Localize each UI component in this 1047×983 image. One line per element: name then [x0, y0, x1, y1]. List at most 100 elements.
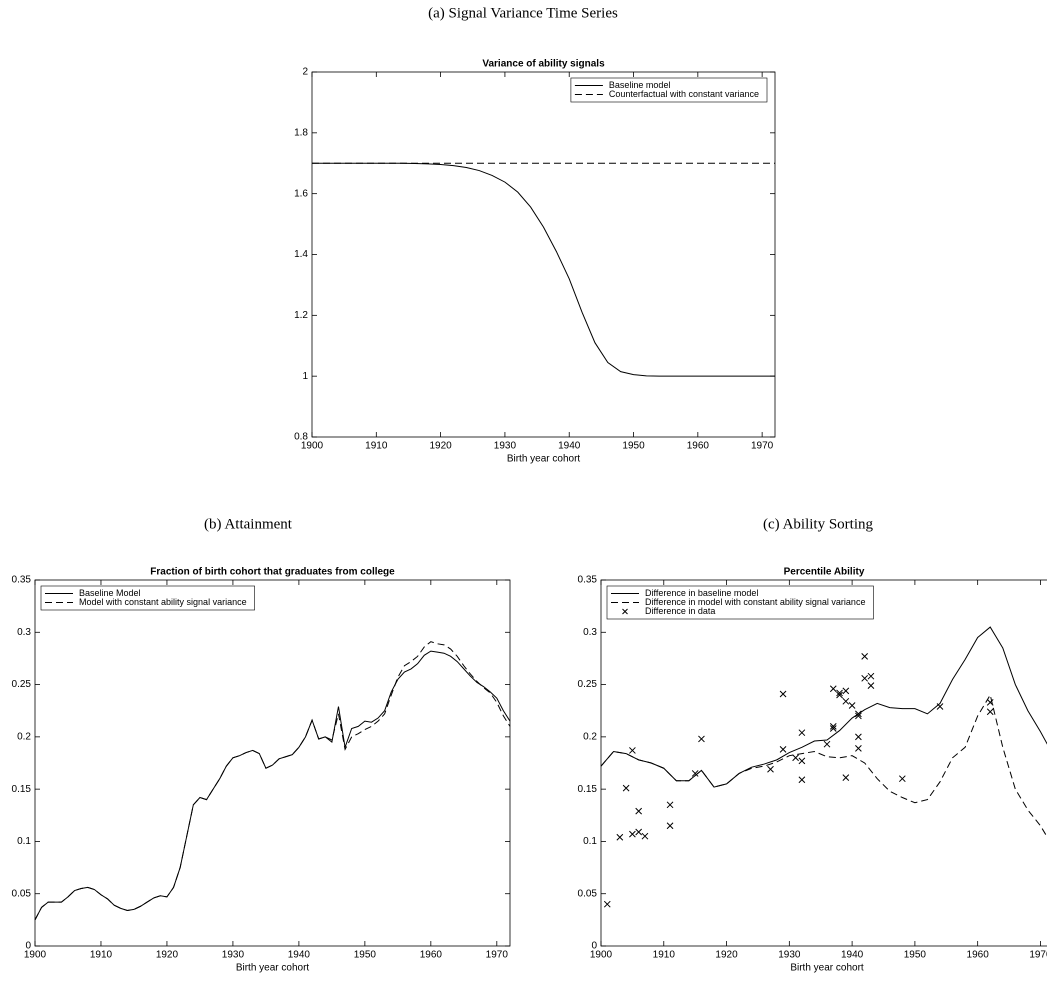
- x-tick-label: 1950: [904, 950, 927, 961]
- x-tick-label: 1900: [301, 441, 324, 452]
- y-tick-label: 1.4: [294, 249, 308, 260]
- data-point: [823, 740, 831, 748]
- y-tick-label: 1.2: [294, 310, 308, 321]
- data-point: [635, 828, 643, 836]
- data-point: [842, 697, 850, 705]
- data-point: [855, 710, 862, 718]
- data-point: [867, 672, 875, 680]
- y-tick-label: 0.25: [12, 679, 32, 690]
- y-tick-label: 0.8: [294, 432, 308, 443]
- data-point: [855, 745, 862, 752]
- x-tick-label: 1970: [1029, 950, 1047, 961]
- legend-label: Difference in data: [645, 606, 715, 616]
- data-point: [861, 674, 869, 682]
- x-tick-label: 1920: [429, 441, 452, 452]
- x-tick-label: 1900: [590, 950, 613, 961]
- data-point: [629, 830, 636, 838]
- x-tick-label: 1910: [90, 950, 113, 961]
- y-tick-label: 0.15: [578, 784, 598, 795]
- data-point: [836, 689, 843, 697]
- y-tick-label: 0.25: [578, 679, 598, 690]
- y-tick-label: 1.8: [294, 127, 308, 138]
- y-tick-label: 0.35: [578, 575, 598, 586]
- data-point: [829, 685, 837, 693]
- legend-label: Baseline Model: [79, 588, 141, 598]
- x-tick-label: 1910: [365, 441, 388, 452]
- x-tick-label: 1960: [687, 441, 710, 452]
- data-point: [898, 775, 906, 783]
- data-point: [641, 832, 649, 840]
- data-point: [936, 703, 944, 710]
- x-tick-label: 1900: [24, 950, 47, 961]
- data-point: [861, 652, 869, 660]
- x-tick-label: 1960: [967, 950, 990, 961]
- caption: (b) Attainment: [204, 516, 293, 532]
- x-tick-label: 1950: [354, 950, 377, 961]
- data-point: [848, 702, 856, 709]
- data-point: [779, 690, 787, 698]
- y-tick-label: 1: [302, 371, 308, 382]
- data-point: [842, 774, 850, 781]
- chart-title: Variance of ability signals: [482, 59, 605, 70]
- y-tick-label: 1.6: [294, 188, 308, 199]
- x-tick-label: 1960: [420, 950, 443, 961]
- legend-label: Baseline model: [609, 80, 671, 90]
- legend-label: Difference in baseline model: [645, 588, 758, 598]
- x-tick-label: 1940: [558, 441, 581, 452]
- chart-title: Fraction of birth cohort that graduates …: [150, 567, 395, 578]
- data-point: [635, 807, 643, 815]
- legend-label: Model with constant ability signal varia…: [79, 597, 247, 607]
- series-line: [34, 641, 511, 921]
- y-tick-label: 0.15: [12, 784, 32, 795]
- x-tick-label: 1930: [222, 950, 245, 961]
- legend-box: [40, 585, 255, 611]
- x-tick-label: 1930: [778, 950, 801, 961]
- data-point: [855, 712, 862, 720]
- data-point: [767, 765, 774, 773]
- y-tick-label: 0.2: [583, 731, 597, 742]
- chart: (b) Attainment Fraction of birth cohort t…: [12, 516, 511, 974]
- data-point: [629, 747, 636, 754]
- data-point: [616, 833, 624, 841]
- x-tick-label: 1920: [156, 950, 179, 961]
- data-point: [836, 691, 843, 699]
- data-point: [842, 687, 850, 695]
- x-axis-label: Birth year cohort: [507, 454, 581, 465]
- data-point: [867, 682, 875, 689]
- legend-label: Counterfactual with constant variance: [609, 89, 759, 99]
- data-point: [798, 729, 806, 737]
- data-point: [792, 754, 799, 762]
- x-tick-label: 1970: [486, 950, 509, 961]
- data-point: [779, 746, 787, 753]
- chart: (c) Ability Sorting Percentile Ability Bir…: [578, 516, 1047, 974]
- y-tick-label: 0.35: [12, 575, 32, 586]
- y-tick-label: 0.2: [17, 731, 31, 742]
- y-tick-label: 0.1: [583, 836, 597, 847]
- data-point: [855, 733, 862, 741]
- series-line: [600, 693, 1047, 838]
- y-tick-label: 0.05: [12, 888, 32, 899]
- legend-box: [570, 77, 768, 103]
- x-axis-label: Birth year cohort: [236, 963, 310, 974]
- x-tick-label: 1940: [841, 950, 864, 961]
- data-point: [798, 776, 806, 784]
- legend-marker: [622, 608, 628, 615]
- chart-title: Percentile Ability: [784, 567, 865, 578]
- y-tick-label: 0.3: [17, 627, 31, 638]
- x-tick-label: 1930: [494, 441, 517, 452]
- data-point: [691, 770, 699, 777]
- plot-area: [600, 579, 1047, 947]
- legend-box: [606, 585, 874, 620]
- plot-area: [34, 579, 511, 947]
- x-tick-label: 1910: [653, 950, 676, 961]
- data-point: [666, 822, 674, 830]
- data-point: [829, 723, 837, 730]
- data-point: [798, 757, 806, 765]
- x-tick-label: 1950: [622, 441, 645, 452]
- caption: (c) Ability Sorting: [763, 516, 873, 532]
- x-tick-label: 1970: [751, 441, 774, 452]
- legend: Difference in baseline model Difference i…: [606, 585, 874, 620]
